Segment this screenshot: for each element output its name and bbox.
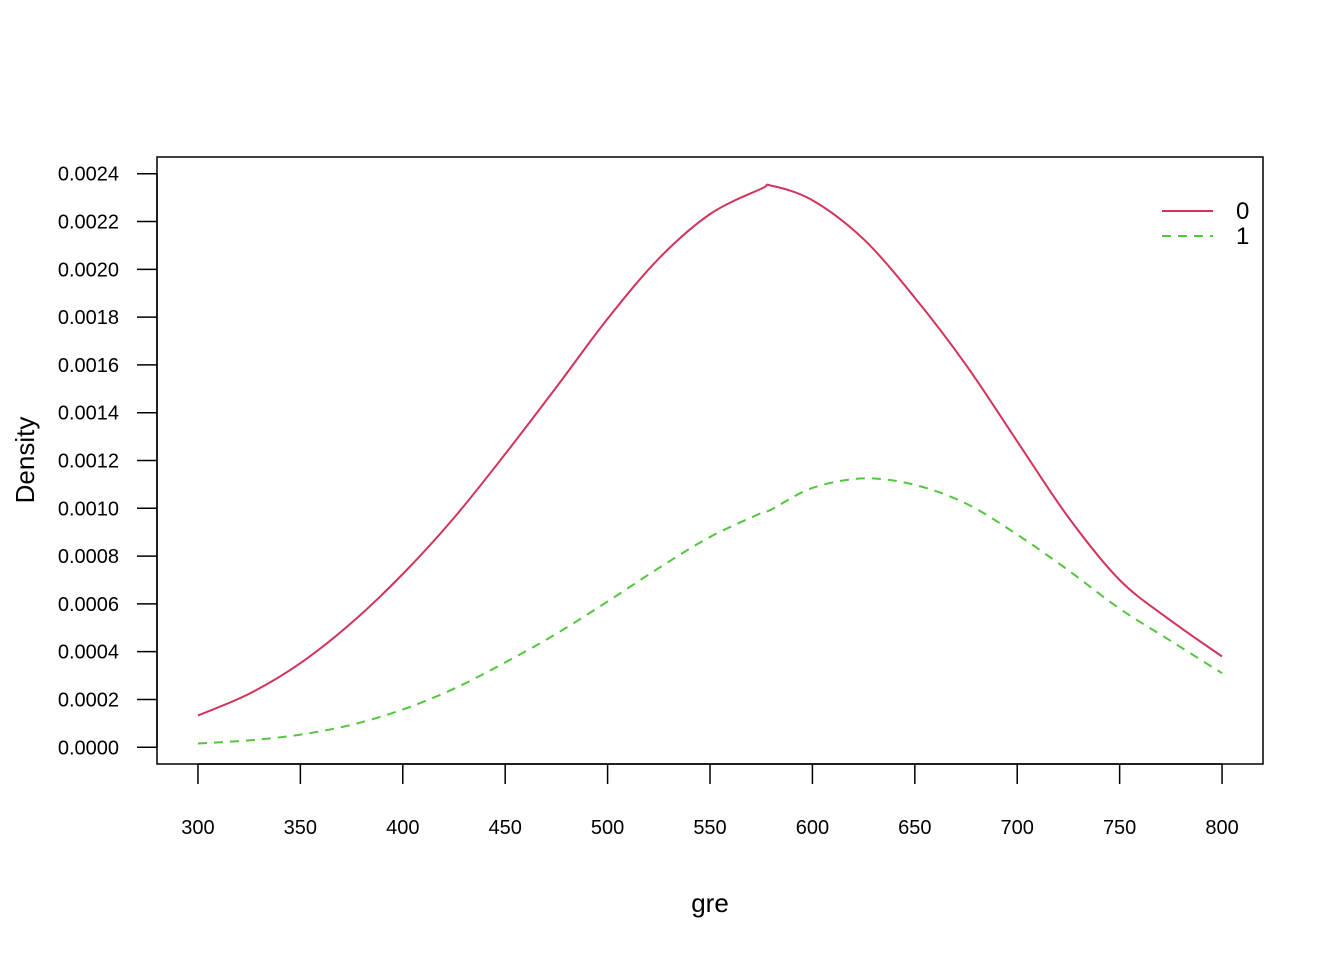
- x-tick-label: 450: [488, 817, 521, 839]
- x-tick-label: 500: [591, 817, 624, 839]
- y-tick-label: 0.0024: [58, 164, 119, 186]
- legend-label-1: 1: [1236, 223, 1249, 250]
- y-tick-label: 0.0020: [58, 259, 119, 281]
- x-tick-label: 750: [1103, 817, 1136, 839]
- series-1-line: [197, 477, 1223, 745]
- legend: 01: [1162, 198, 1249, 250]
- x-tick-label: 700: [1001, 817, 1034, 839]
- x-axis: 300 350 400 450 500 550 600 650 700 750 800: [181, 763, 1239, 839]
- curves-layer: [197, 183, 1223, 745]
- y-tick-label: 0.0002: [58, 689, 119, 711]
- x-axis-label: gre: [691, 888, 729, 918]
- x-tick-label: 800: [1205, 817, 1238, 839]
- x-tick-label: 300: [181, 817, 214, 839]
- y-tick-label: 0.0022: [58, 212, 119, 234]
- y-tick-label: 0.0010: [58, 498, 119, 520]
- y-tick-label: 0.0000: [58, 737, 119, 759]
- x-tick-label: 550: [693, 817, 726, 839]
- series-0-line: [197, 183, 1223, 717]
- y-tick-label: 0.0004: [58, 642, 119, 664]
- x-tick-label: 650: [898, 817, 931, 839]
- y-tick-label: 0.0016: [58, 355, 119, 377]
- x-tick-label: 600: [796, 817, 829, 839]
- x-tick-label: 350: [284, 817, 317, 839]
- y-tick-label: 0.0012: [58, 451, 119, 473]
- legend-label-0: 0: [1236, 198, 1249, 225]
- plot-frame: [156, 156, 1264, 765]
- y-tick-label: 0.0018: [58, 307, 119, 329]
- y-axis: 0.0000 0.0002 0.0004 0.0006 0.0008 0.0010 0.00…: [58, 164, 158, 759]
- y-tick-label: 0.0008: [58, 546, 119, 568]
- y-tick-label: 0.0014: [58, 403, 119, 425]
- x-tick-label: 400: [386, 817, 419, 839]
- y-axis-label: Density: [10, 417, 40, 504]
- y-tick-label: 0.0006: [58, 594, 119, 616]
